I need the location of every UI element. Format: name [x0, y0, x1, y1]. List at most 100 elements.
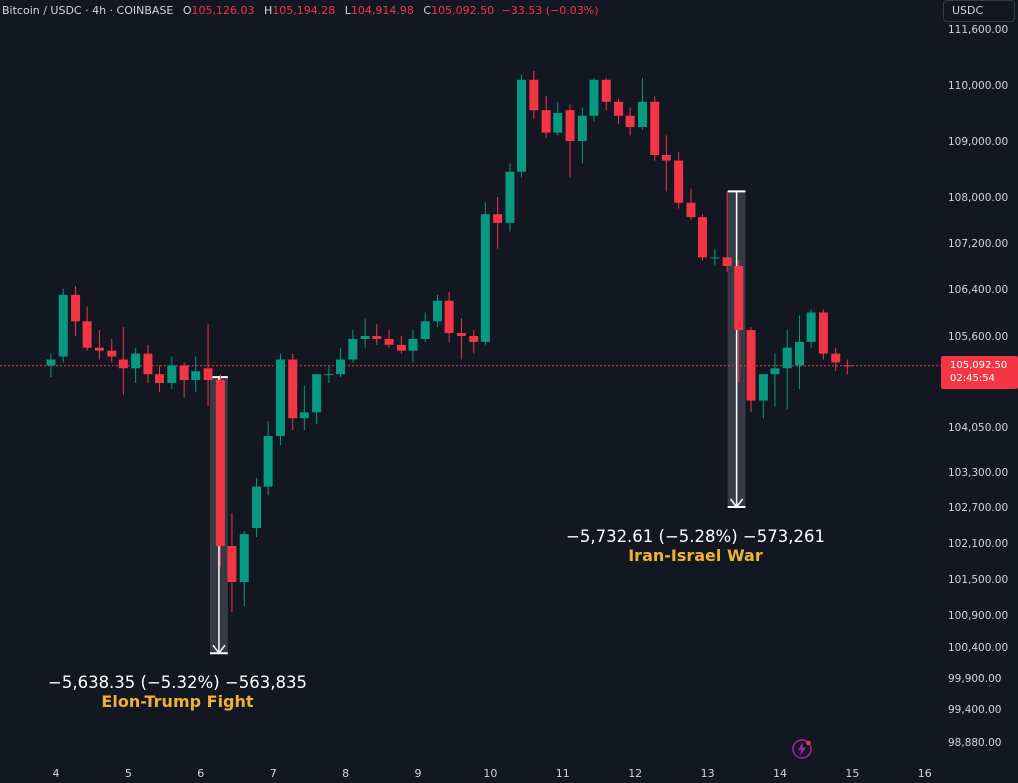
candle[interactable]	[191, 356, 201, 392]
candle[interactable]	[288, 353, 298, 430]
candle-body	[456, 333, 466, 336]
candle[interactable]	[686, 188, 696, 220]
candle-body	[625, 115, 635, 127]
candle[interactable]	[444, 291, 454, 342]
candle[interactable]	[239, 531, 249, 606]
candle[interactable]	[480, 202, 490, 345]
candle-body	[360, 336, 370, 339]
candle[interactable]	[674, 152, 684, 209]
candle[interactable]	[336, 347, 346, 378]
candle[interactable]	[722, 191, 732, 272]
candle[interactable]	[589, 78, 599, 122]
price-axis[interactable]: 111,600.00 110,000.00 109,000.00 108,000.00…	[948, 24, 1008, 749]
time-tick-label: 8	[342, 767, 349, 780]
candle[interactable]	[493, 197, 503, 249]
price-tick-label: 99,400.00	[948, 704, 1001, 716]
candle[interactable]	[601, 78, 611, 111]
candle[interactable]	[818, 309, 828, 360]
candle-body	[46, 359, 56, 366]
time-tick-label: 10	[483, 767, 497, 780]
candle[interactable]	[179, 362, 189, 398]
candle-body	[191, 371, 201, 381]
candle[interactable]	[806, 309, 816, 348]
candle[interactable]	[541, 96, 551, 139]
candle-body	[517, 79, 527, 172]
candle[interactable]	[553, 101, 563, 136]
candle[interactable]	[842, 359, 852, 375]
candle-body	[107, 350, 117, 357]
candle[interactable]	[58, 289, 68, 363]
candle[interactable]	[396, 336, 406, 354]
candle[interactable]	[118, 327, 128, 395]
candle[interactable]	[227, 513, 237, 612]
candle[interactable]	[131, 347, 141, 383]
annotation-label: Elon-Trump Fight	[101, 692, 254, 711]
candle[interactable]	[433, 294, 443, 328]
time-tick-label: 7	[270, 767, 277, 780]
candle[interactable]	[408, 330, 418, 363]
candle-body	[288, 359, 298, 419]
candle[interactable]	[107, 338, 117, 363]
candle[interactable]	[203, 324, 213, 407]
time-tick-label: 16	[918, 767, 932, 780]
candle[interactable]	[614, 99, 624, 125]
candle-body	[818, 312, 828, 354]
candle[interactable]	[155, 365, 165, 392]
lightning-bolt-icon[interactable]	[791, 738, 813, 760]
candle[interactable]	[734, 260, 744, 383]
candle[interactable]	[215, 374, 225, 567]
candle-body	[529, 79, 539, 111]
candle[interactable]	[312, 374, 322, 425]
time-axis[interactable]: 4 5 6 7 8 9 10 11 12 13 14 15 16	[53, 767, 932, 780]
candle[interactable]	[746, 327, 756, 413]
candle[interactable]	[167, 356, 177, 389]
candle[interactable]	[94, 330, 104, 360]
price-tick-label: 102,100.00	[948, 538, 1008, 550]
candle[interactable]	[625, 107, 635, 136]
candle[interactable]	[252, 477, 262, 537]
candle[interactable]	[456, 318, 466, 360]
low-value: 104,914.98	[350, 4, 414, 17]
time-tick-label: 15	[845, 767, 859, 780]
candle[interactable]	[565, 104, 575, 178]
candle[interactable]	[372, 324, 382, 345]
time-tick-label: 9	[415, 767, 422, 780]
candle-body	[614, 101, 624, 116]
candle[interactable]	[505, 163, 515, 232]
candle[interactable]	[529, 71, 539, 119]
candle-body	[372, 336, 382, 339]
currency-button[interactable]: USDC	[943, 0, 1015, 22]
candle[interactable]	[360, 318, 370, 348]
candle-body	[842, 365, 852, 367]
candle[interactable]	[420, 312, 430, 342]
candle[interactable]	[275, 353, 285, 445]
candle[interactable]	[637, 78, 647, 130]
candle[interactable]	[650, 96, 660, 161]
candle[interactable]	[710, 248, 720, 266]
candle[interactable]	[299, 385, 309, 430]
candle[interactable]	[82, 306, 92, 351]
candle-body	[263, 436, 273, 487]
candle[interactable]	[758, 374, 768, 419]
candle[interactable]	[831, 347, 841, 372]
candle[interactable]	[770, 353, 780, 407]
candle[interactable]	[71, 286, 81, 336]
candle[interactable]	[577, 107, 587, 164]
candle[interactable]	[348, 330, 358, 363]
open-key: O	[182, 4, 192, 17]
candle[interactable]	[517, 74, 527, 178]
candle[interactable]	[143, 344, 153, 383]
candle[interactable]	[384, 330, 394, 348]
candle[interactable]	[46, 353, 56, 378]
candle-body	[336, 359, 346, 375]
candle[interactable]	[698, 214, 708, 261]
close-value: 105,092.50	[431, 4, 495, 17]
candle[interactable]	[324, 365, 334, 383]
candle[interactable]	[795, 315, 805, 389]
candle[interactable]	[469, 330, 479, 354]
candle[interactable]	[263, 421, 273, 496]
candle[interactable]	[661, 135, 671, 192]
time-tick-label: 14	[773, 767, 787, 780]
candle[interactable]	[782, 330, 792, 410]
